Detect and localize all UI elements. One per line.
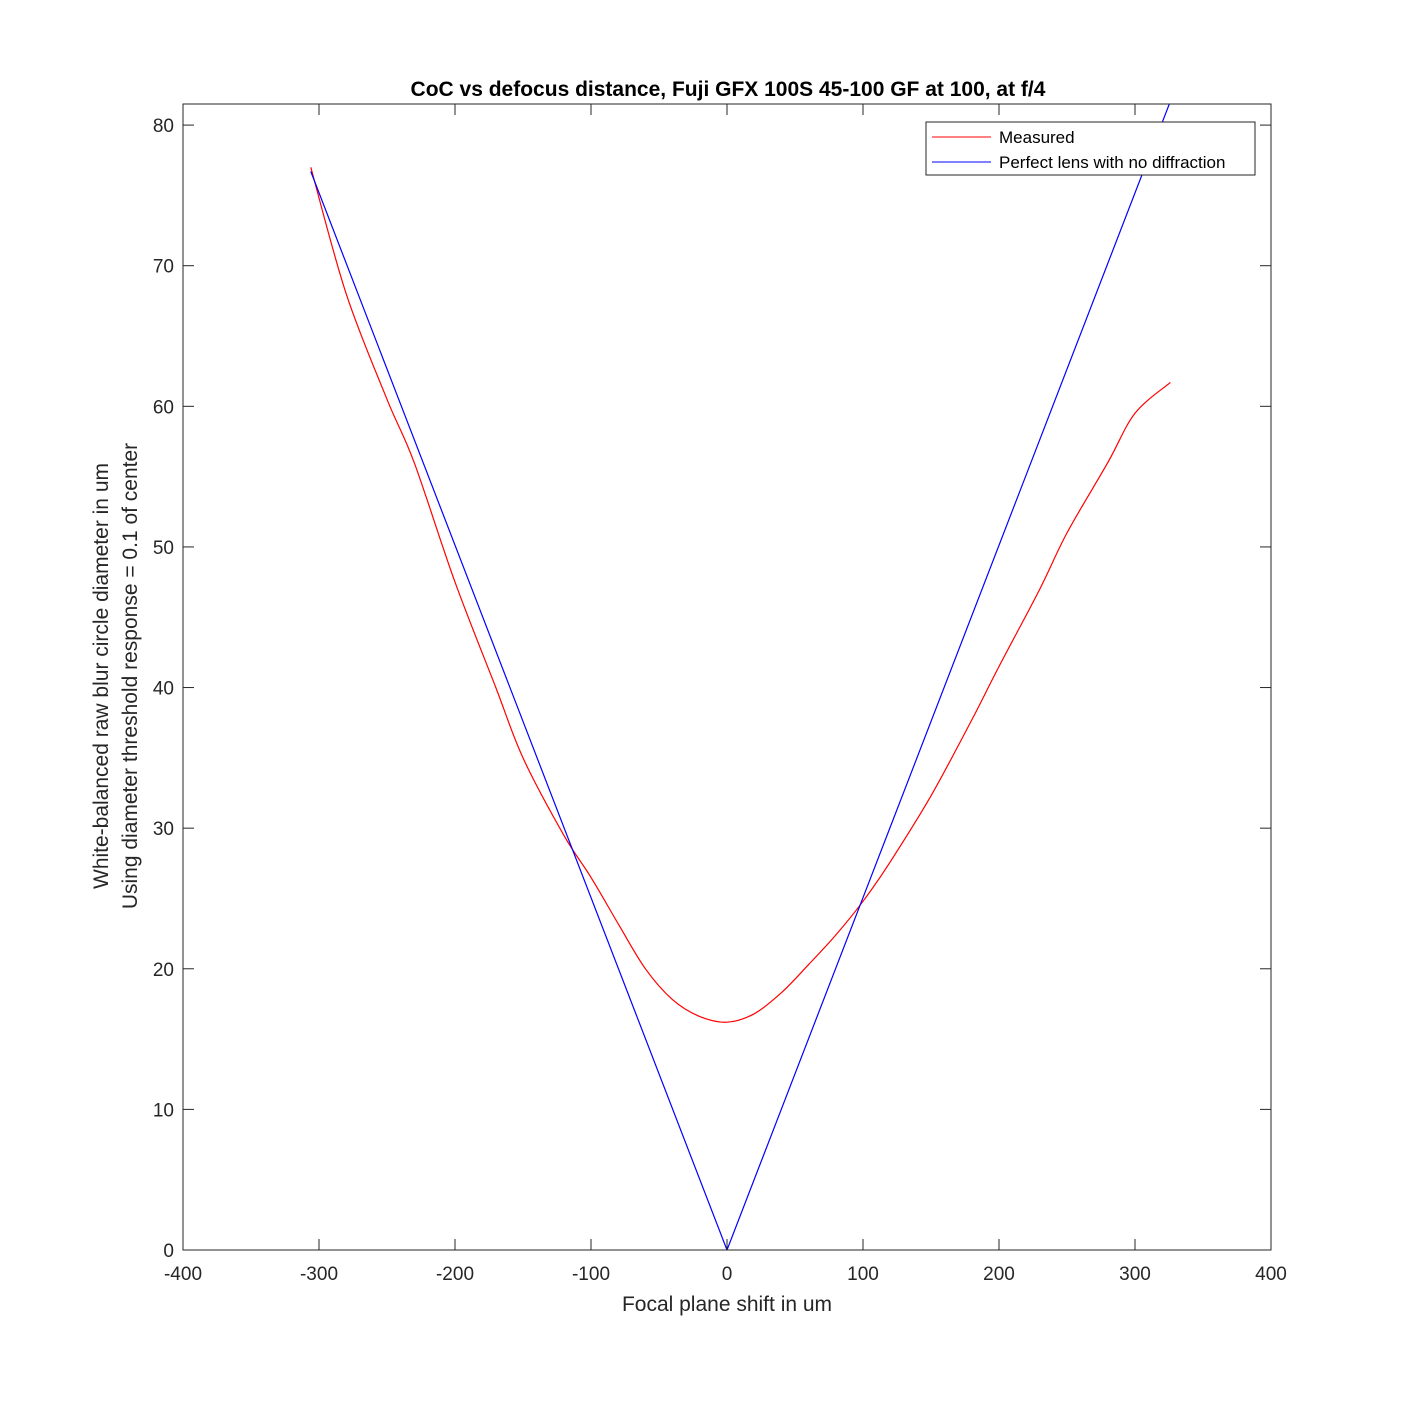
series-layer [310,104,1171,1250]
y-tick-label: 60 [153,397,174,418]
y-tick-label: 80 [153,116,174,137]
series-line-perfect-lens [310,104,1170,1250]
x-tick-label: 300 [1119,1264,1151,1285]
y-tick-label: 30 [153,819,174,840]
legend-label-perfect-lens: Perfect lens with no diffraction [999,153,1225,172]
chart-title: CoC vs defocus distance, Fuji GFX 100S 4… [411,78,1046,101]
legend: Measured Perfect lens with no diffractio… [925,121,1256,176]
x-tick-label: -100 [572,1264,610,1285]
x-tick-label: 0 [722,1264,733,1285]
y-tick-label: 40 [153,679,174,700]
x-axis-title: Focal plane shift in um [622,1293,832,1316]
y-tick-label: 10 [153,1100,174,1121]
legend-label-measured: Measured [999,128,1075,147]
y-tick-label: 0 [163,1241,174,1262]
legend-box [925,121,1256,176]
x-tick-label: -300 [300,1264,338,1285]
series-line-measured [310,167,1171,1023]
y-tick-label: 70 [153,257,174,278]
y-axis-title-line-1: White-balanced raw blur circle diameter … [90,463,113,889]
x-tick-label: -200 [436,1264,474,1285]
x-tick-label: 100 [847,1264,879,1285]
y-tick-label: 50 [153,538,174,559]
x-tick-label: 200 [983,1264,1015,1285]
plot-area-frame [182,103,1272,1251]
x-tick-label: -400 [164,1264,202,1285]
y-axis-title-line-2: Using diameter threshold response = 0.1 … [119,443,142,909]
y-axis: 0 10 20 30 40 50 60 70 80 [153,116,1271,1262]
x-tick-label: 400 [1255,1264,1287,1285]
y-tick-label: 20 [153,960,174,981]
x-axis: -400 -300 -200 -100 0 100 200 300 400 [164,104,1287,1285]
